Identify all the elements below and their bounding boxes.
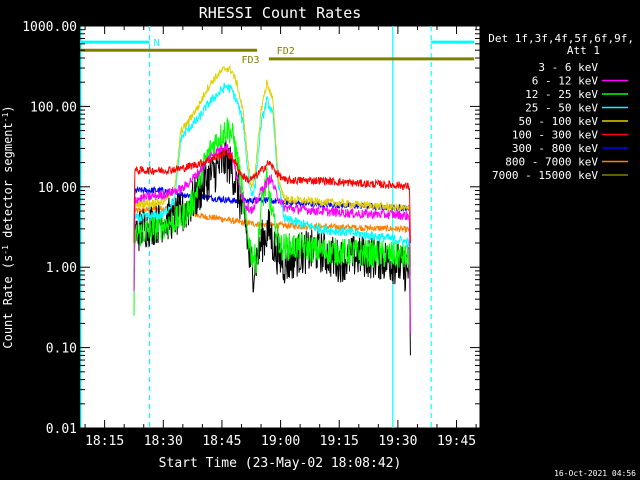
fd2-label: FD2 bbox=[277, 46, 295, 57]
y-axis: 1000.00 100.00 10.00 1.00 0.10 0.01 bbox=[22, 20, 480, 437]
annotation-bars: N FD2 FD3 bbox=[80, 38, 475, 66]
x-axis: 18:15 18:30 18:45 19:00 19:15 19:30 19:45 bbox=[84, 26, 477, 449]
y-axis-label-end: ) bbox=[1, 105, 15, 112]
x-tick-label: 18:30 bbox=[144, 434, 183, 449]
timestamp: 16-Oct-2021 04:56 bbox=[554, 469, 636, 478]
series-line-1 bbox=[133, 143, 411, 334]
series-line-5 bbox=[133, 148, 411, 244]
chart-title: RHESSI Count Rates bbox=[199, 4, 362, 22]
legend-label-6: 300 - 800 keV bbox=[512, 142, 598, 155]
legend-header-line2: Att 1 bbox=[567, 44, 600, 57]
legend-label-2: 12 - 25 keV bbox=[525, 88, 598, 101]
x-tick-label: 18:15 bbox=[85, 434, 124, 449]
y-tick-label: 0.01 bbox=[46, 422, 77, 437]
x-tick-label: 19:30 bbox=[378, 434, 417, 449]
legend-label-0: 3 - 6 keV bbox=[538, 61, 598, 74]
y-tick-label: 10.00 bbox=[38, 181, 77, 196]
fd3-label: FD3 bbox=[241, 55, 259, 66]
legend-label-4: 50 - 100 keV bbox=[519, 115, 599, 128]
legend-label-8: 7000 - 15000 keV bbox=[492, 169, 598, 182]
x-tick-label: 19:15 bbox=[320, 434, 359, 449]
legend-label-7: 800 - 7000 keV bbox=[505, 156, 598, 169]
y-tick-label: 100.00 bbox=[30, 100, 77, 115]
series-line-4 bbox=[133, 64, 411, 268]
y-tick-label: 1000.00 bbox=[22, 20, 77, 35]
x-tick-label: 18:45 bbox=[202, 434, 241, 449]
series-line-2 bbox=[133, 117, 411, 324]
y-axis-label-sup1: -1 bbox=[1, 245, 10, 255]
legend: Det 1f,3f,4f,5f,6f,9f, Att 1 3 - 6 keV6 … bbox=[488, 32, 634, 182]
y-tick-label: 0.10 bbox=[46, 342, 77, 357]
legend-label-1: 6 - 12 keV bbox=[532, 75, 599, 88]
y-axis-label: Count Rate (s-1 detector segment-1) bbox=[1, 105, 15, 348]
x-tick-label: 19:00 bbox=[261, 434, 300, 449]
n-label: N bbox=[154, 38, 160, 49]
y-axis-label-sup2: -1 bbox=[1, 112, 10, 122]
series-line-0 bbox=[133, 137, 411, 356]
legend-header-line1: Det 1f,3f,4f,5f,6f,9f, bbox=[488, 32, 634, 45]
series-lines bbox=[133, 64, 411, 356]
legend-label-3: 25 - 50 keV bbox=[525, 102, 598, 115]
plot-area: N FD2 FD3 bbox=[79, 25, 481, 429]
x-axis-label: Start Time (23-May-02 18:08:42) bbox=[159, 456, 402, 471]
y-axis-label-main: Count Rate (s bbox=[1, 255, 15, 349]
series-line-3 bbox=[133, 83, 411, 292]
x-tick-label: 19:45 bbox=[437, 434, 476, 449]
y-axis-label-mid: detector segment bbox=[1, 122, 15, 245]
legend-label-5: 100 - 300 keV bbox=[512, 129, 598, 142]
y-tick-label: 1.00 bbox=[46, 261, 77, 276]
